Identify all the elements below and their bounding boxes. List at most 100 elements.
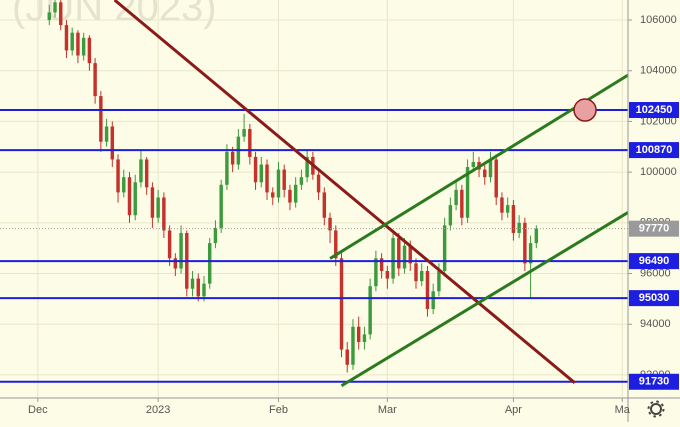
candle-body [248, 129, 252, 157]
candle-body [345, 349, 349, 365]
level-label: 95030 [639, 292, 670, 304]
candle-body [150, 187, 155, 218]
candle-body [523, 222, 527, 264]
x-tick-label: Apr [505, 404, 522, 416]
level-tag [629, 253, 679, 270]
trend-line [340, 211, 629, 388]
candle-body [59, 2, 63, 26]
candle-body [70, 32, 74, 51]
gear-ring[interactable] [650, 403, 662, 415]
candle-body [334, 230, 338, 259]
last-price-tag [629, 220, 679, 237]
candle-body [299, 177, 304, 185]
candle-body [494, 159, 498, 198]
candle-body [213, 227, 218, 244]
candle-body [528, 243, 533, 264]
candle-body [305, 156, 309, 178]
candle-body [437, 270, 441, 292]
candle-body [110, 126, 115, 160]
candle-body [253, 156, 258, 183]
candle-body [207, 243, 212, 284]
candle-body [454, 189, 458, 206]
candle-body [242, 129, 246, 137]
candle-body [408, 245, 412, 264]
candle-body [414, 263, 418, 282]
target-marker [573, 98, 597, 122]
settings-icon[interactable] [647, 400, 665, 418]
level-tag [629, 142, 679, 159]
candle-body [64, 25, 69, 51]
candle-body [379, 258, 384, 271]
candle-body [385, 270, 390, 279]
candle-body [322, 192, 327, 218]
candle-body [328, 217, 332, 231]
candle-body [196, 278, 200, 297]
candle-body [156, 197, 160, 218]
candle-body [465, 167, 470, 218]
candle-body [122, 177, 126, 193]
level-tag [629, 290, 679, 307]
candle-body [162, 197, 166, 231]
candle-body [293, 184, 298, 203]
candle-body [356, 326, 361, 342]
candle-body [93, 63, 97, 97]
level-tag [629, 373, 679, 390]
candle-body [397, 238, 401, 269]
trend-line [113, 0, 576, 384]
y-tick-label: 100000 [640, 166, 677, 178]
candle-body [288, 189, 292, 203]
candle-body [442, 225, 447, 271]
candle-body [460, 189, 464, 218]
candle-body [483, 169, 487, 178]
candle-body [500, 197, 504, 213]
candle-body [53, 2, 57, 13]
candle-body [190, 278, 195, 289]
candle-body [448, 205, 453, 226]
candle-body [425, 270, 430, 310]
last-price-label: 97770 [639, 223, 670, 235]
candle-body [316, 174, 321, 193]
candle-body [47, 12, 51, 21]
candle-body [81, 37, 86, 56]
candle-body [431, 291, 435, 310]
level-label: 91730 [639, 376, 670, 388]
candle-body [368, 286, 372, 335]
candle-body [179, 232, 183, 269]
x-tick-label: Feb [269, 404, 288, 416]
candle-body [104, 126, 109, 142]
watermark: (JUN 2023) [12, 0, 217, 30]
candle-body [374, 258, 378, 287]
candle-body [517, 222, 521, 233]
candle-body [339, 258, 344, 350]
candle-body [202, 283, 206, 297]
level-label: 102450 [636, 104, 673, 116]
candle-body [391, 238, 395, 279]
gear-teeth[interactable] [647, 400, 665, 418]
y-tick-label: 102000 [640, 115, 677, 127]
level-label: 100870 [636, 144, 673, 156]
candle-body [230, 151, 235, 165]
candle-body [505, 205, 510, 213]
candle-body [76, 32, 80, 56]
candle-body [402, 245, 407, 269]
plot [0, 0, 629, 388]
candle-body [225, 151, 229, 185]
x-tick-label: Mar [378, 404, 397, 416]
candle-body [127, 177, 132, 216]
candle-body [265, 164, 269, 193]
y-tick-label: 96000 [640, 267, 671, 279]
candle-body [282, 169, 286, 190]
y-tick-label: 94000 [640, 318, 671, 330]
level-tag [629, 102, 679, 119]
candle-body [219, 184, 223, 228]
x-tick-label: 2023 [146, 404, 170, 416]
candle-body [276, 169, 281, 198]
candle-body [133, 182, 137, 216]
y-tick-label: 106000 [640, 14, 677, 26]
candle-body [167, 230, 172, 259]
level-label: 96490 [639, 255, 670, 267]
candle-body [488, 159, 493, 178]
